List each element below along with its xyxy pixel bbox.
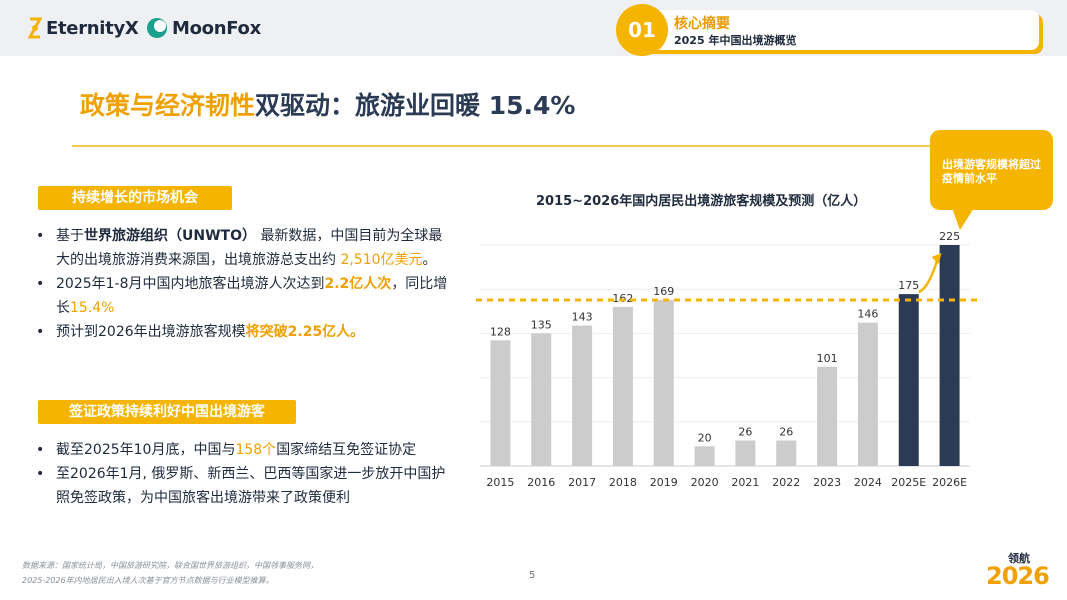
- x-tick-label: 2026E: [932, 476, 967, 489]
- x-tick-label: 2017: [568, 476, 596, 489]
- section-title: 核心摘要: [674, 16, 730, 32]
- bar-value-label: 26: [738, 425, 752, 438]
- page-title-main: 双驱动：旅游业回暖 15.4%: [255, 91, 576, 120]
- growth-arrow: [918, 258, 939, 294]
- page-title: 政策与经济韧性双驱动：旅游业回暖 15.4%: [80, 86, 575, 122]
- callout-text: 出境游客规模将超过疫情前水平: [942, 158, 1041, 185]
- x-tick-label: 2016: [527, 476, 555, 489]
- moonfox-mark-icon: [147, 18, 167, 38]
- bar-2024: [857, 322, 878, 466]
- bar-2017: [572, 325, 593, 466]
- bar-2026E: [939, 245, 960, 466]
- list-item: 2025年1-8月中国内地旅客出境游人次达到2.2亿人次，同比增长15.4%: [36, 272, 456, 320]
- source-line: 数据来源：国家统计局，中国旅游研究院，联合国世界旅游组织，中国领事服务网，: [22, 561, 318, 570]
- bar-value-label: 20: [698, 431, 712, 444]
- bar-value-label: 135: [531, 318, 552, 331]
- bar-2021: [735, 440, 756, 466]
- bullet-text: 预计到2026年出境游旅客规模: [56, 324, 246, 340]
- bar-value-label: 146: [857, 308, 878, 321]
- logo-year-text: 2026: [986, 562, 1050, 590]
- list-item: 预计到2026年出境游旅客规模将突破2.25亿人。: [36, 320, 456, 344]
- bullet-highlight: 15.4%: [70, 300, 115, 316]
- data-source-note: 数据来源：国家统计局，中国旅游研究院，联合国世界旅游组织，中国领事服务网， 20…: [22, 558, 318, 588]
- market-bullet-list: 基于世界旅游组织（UNWTO） 最新数据，中国目前为全球最大的出境旅游消费来源国…: [36, 224, 456, 344]
- bar-value-label: 128: [490, 325, 511, 338]
- x-tick-label: 2018: [609, 476, 637, 489]
- bullet-text: 国家缔结互免签证协定: [276, 442, 417, 458]
- bullet-highlight: 158个: [235, 442, 277, 458]
- bar-2016: [531, 333, 552, 466]
- lead-2026-logo: 领航 2026: [982, 548, 1052, 592]
- section-heading-visa: 签证政策持续利好中国出境游客: [38, 400, 296, 424]
- bar-value-label: 175: [898, 279, 919, 292]
- list-item: 截至2025年10月底，中国与158个国家缔结互免签证协定: [36, 438, 456, 462]
- bar-chart: 1282015135201614320171622018169201920202…: [476, 230, 982, 489]
- logo-top-text: 领航: [1008, 552, 1030, 565]
- bar-2025E: [898, 294, 919, 466]
- bar-2015: [490, 340, 511, 466]
- x-tick-label: 2025E: [891, 476, 926, 489]
- section-number: 01: [616, 4, 668, 56]
- page-title-highlight: 政策与经济韧性: [80, 91, 256, 120]
- bullet-text: 至2026年1月, 俄罗斯、新西兰、巴西等国家进一步放开中国护照免签政策，为中国…: [56, 466, 446, 506]
- bar-2020: [694, 446, 715, 466]
- x-tick-label: 2019: [650, 476, 678, 489]
- section-card: [636, 10, 1039, 50]
- page-number: 5: [529, 570, 536, 581]
- bar-value-label: 162: [612, 292, 633, 305]
- bar-value-label: 143: [572, 311, 593, 324]
- x-tick-label: 2021: [731, 476, 759, 489]
- bullet-text: ，同比增长: [56, 276, 448, 316]
- growth-arrow-head: [931, 253, 942, 264]
- moonfox-logo: MoonFox: [146, 14, 261, 42]
- bullet-text: 2025年1-8月中国内地旅客出境游人次达到: [56, 276, 325, 292]
- x-tick-label: 2020: [691, 476, 719, 489]
- callout-box: 出境游客规模将超过疫情前水平: [930, 130, 1053, 210]
- bullet-text: 基于: [56, 228, 84, 244]
- bullet-text: 。: [422, 252, 437, 268]
- x-tick-label: 2015: [486, 476, 514, 489]
- bar-value-label: 26: [779, 425, 793, 438]
- bar-value-label: 169: [653, 285, 674, 298]
- bullet-highlight: 将突破2.25亿人。: [245, 324, 365, 340]
- bullet-bold-text: 世界旅游组织（UNWTO）: [84, 228, 256, 244]
- bar-2022: [776, 440, 797, 466]
- x-tick-label: 2024: [854, 476, 882, 489]
- bar-2018: [612, 306, 633, 466]
- visa-bullet-list: 截至2025年10月底，中国与158个国家缔结互免签证协定 至2026年1月, …: [36, 438, 456, 510]
- moonfox-brand-text: MoonFox: [172, 17, 261, 39]
- callout-pointer: [952, 208, 974, 230]
- eternityx-logo: EternityX: [28, 14, 139, 42]
- chart-title: 2015~2026年国内居民出境游旅客规模及预测（亿人）: [536, 194, 867, 209]
- bar-value-label: 225: [939, 230, 960, 243]
- x-tick-label: 2023: [813, 476, 841, 489]
- x-tick-label: 2022: [772, 476, 800, 489]
- eternityx-brand-text: EternityX: [46, 17, 139, 39]
- section-subtitle: 2025 年中国出境游概览: [674, 34, 797, 47]
- section-heading-market: 持续增长的市场机会: [38, 186, 232, 210]
- bullet-highlight: 2.2亿人次: [324, 276, 392, 292]
- bullet-highlight: 2,510亿美元: [340, 252, 423, 268]
- bar-2023: [817, 366, 838, 466]
- eternityx-mark-icon: [28, 17, 42, 39]
- bar-value-label: 101: [817, 352, 838, 365]
- bullet-text: 最新数据，中国目前为全球最大的出境旅游消费来源国，出境旅游总支出约: [56, 228, 443, 268]
- list-item: 基于世界旅游组织（UNWTO） 最新数据，中国目前为全球最大的出境旅游消费来源国…: [36, 224, 456, 272]
- title-divider: [72, 145, 992, 147]
- bar-2019: [653, 300, 674, 466]
- list-item: 至2026年1月, 俄罗斯、新西兰、巴西等国家进一步放开中国护照免签政策，为中国…: [36, 462, 456, 510]
- bullet-text: 截至2025年10月底，中国与: [56, 442, 236, 458]
- source-line: 2025-2026年内地居民出入境人次基于官方节点数据与行业模型推算。: [22, 576, 274, 585]
